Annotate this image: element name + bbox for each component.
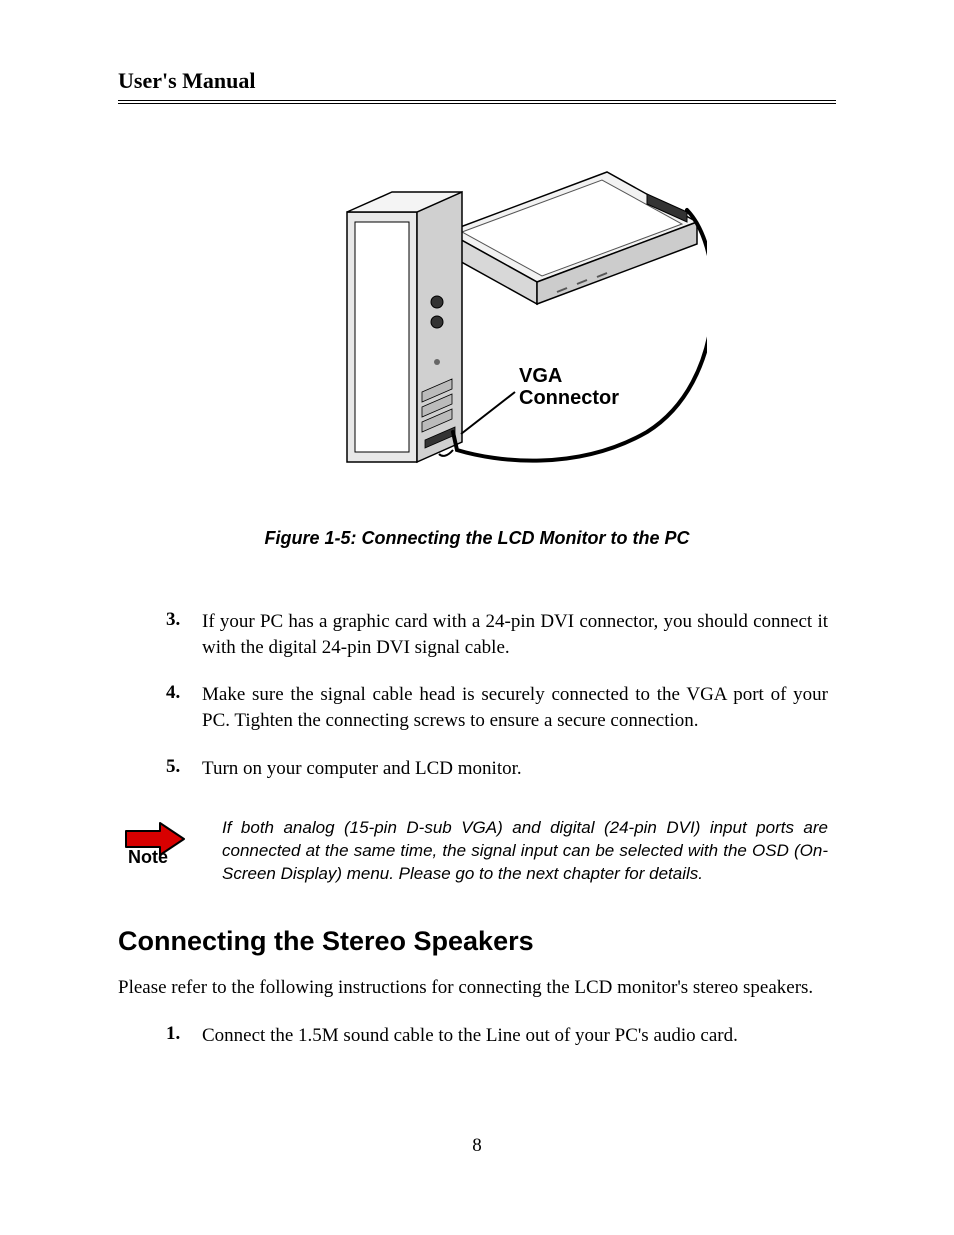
step-4: 4. Make sure the signal cable head is se… [166,682,828,733]
monitor-body [447,172,697,304]
step-1-speakers: 1. Connect the 1.5M sound cable to the L… [166,1023,828,1049]
figure-caption: Figure 1-5: Connecting the LCD Monitor t… [265,528,690,549]
step-number: 3. [166,609,202,660]
vga-label: VGA Connector [461,365,619,434]
step-text: Connect the 1.5M sound cable to the Line… [202,1023,738,1049]
step-number: 1. [166,1023,202,1049]
figure-illustration: VGA Connector [247,132,707,492]
step-3: 3. If your PC has a graphic card with a … [166,609,828,660]
pc-tower [347,192,462,462]
step-text: Make sure the signal cable head is secur… [202,682,828,733]
figure-1-5: VGA Connector Figure 1-5: Connecting the… [118,132,836,549]
svg-text:Note: Note [128,847,168,867]
section-heading-speakers: Connecting the Stereo Speakers [118,926,836,957]
note-text: If both analog (15-pin D-sub VGA) and di… [222,817,828,886]
svg-text:Connector: Connector [519,387,619,409]
note-icon: Note [122,817,222,874]
step-number: 4. [166,682,202,733]
step-5: 5. Turn on your computer and LCD monitor… [166,756,828,782]
page-number: 8 [0,1135,954,1157]
step-number: 5. [166,756,202,782]
steps-list-2: 1. Connect the 1.5M sound cable to the L… [166,1023,828,1049]
step-text: If your PC has a graphic card with a 24-… [202,609,828,660]
header-rule [118,100,836,104]
svg-text:VGA: VGA [519,365,562,387]
note-block: Note If both analog (15-pin D-sub VGA) a… [122,817,828,886]
steps-list-1: 3. If your PC has a graphic card with a … [166,609,828,781]
step-text: Turn on your computer and LCD monitor. [202,756,522,782]
page-header-title: User's Manual [118,68,836,94]
section-paragraph: Please refer to the following instructio… [118,975,836,1001]
